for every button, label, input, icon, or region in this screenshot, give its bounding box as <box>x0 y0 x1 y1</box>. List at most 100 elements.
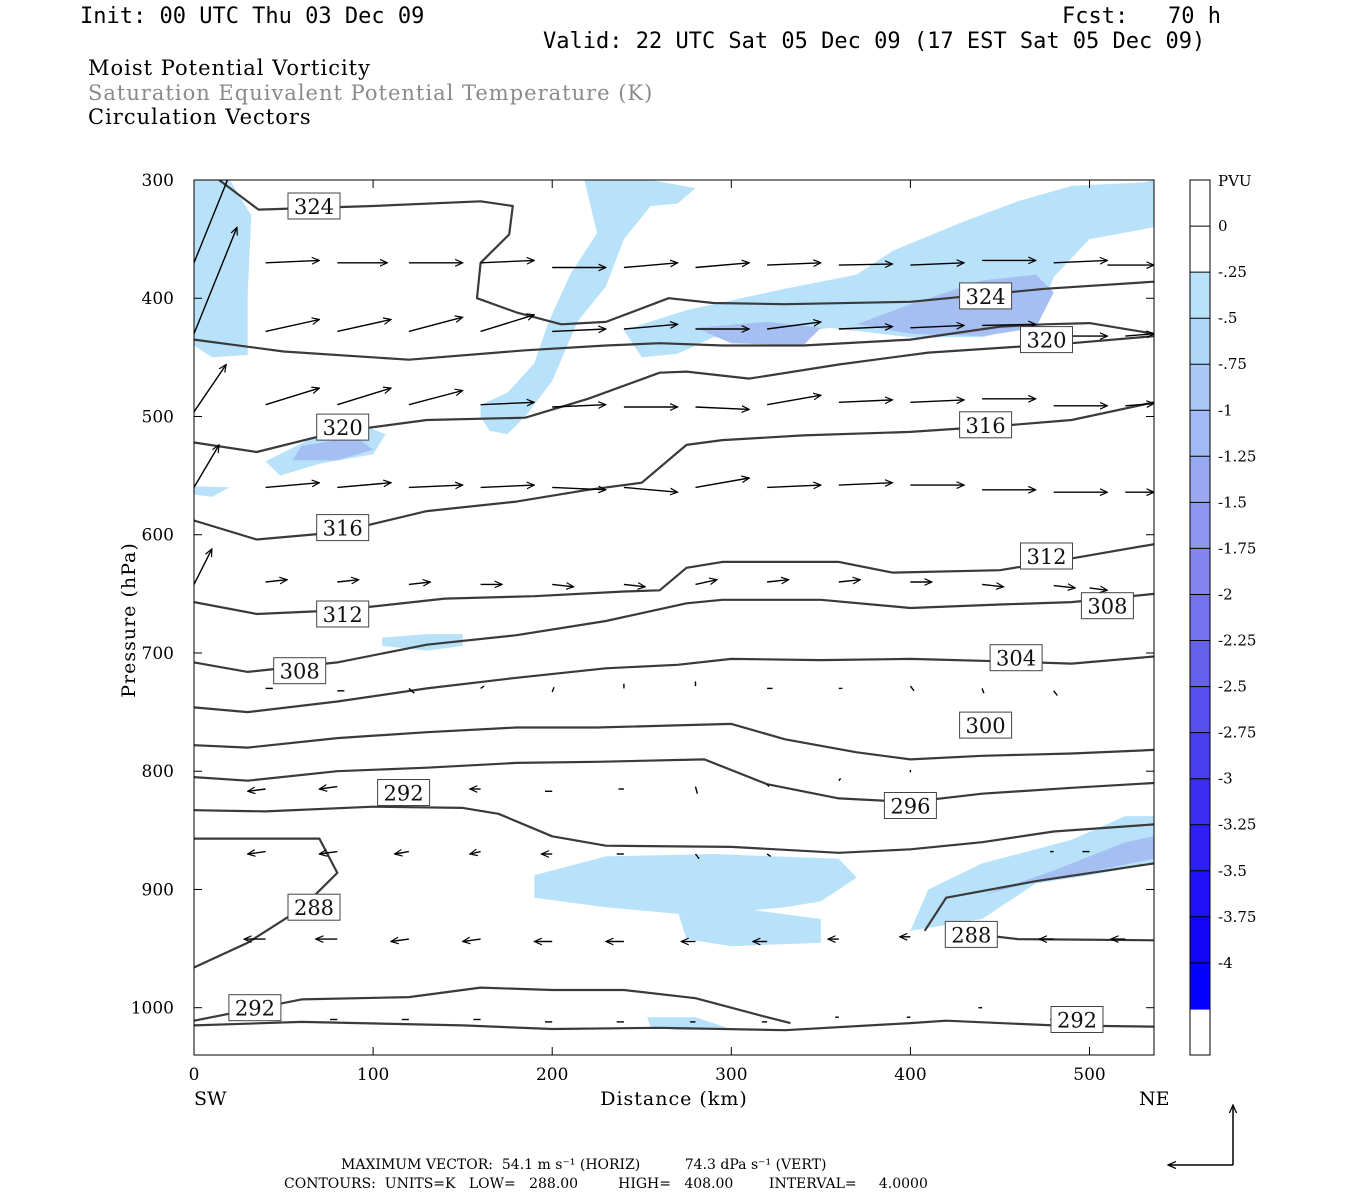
circulation-vector <box>552 487 606 489</box>
colorbar-swatch <box>1190 778 1210 826</box>
y-tick-label: 500 <box>142 407 174 427</box>
circulation-vector <box>408 687 415 694</box>
colorbar-label: -1.5 <box>1218 493 1247 511</box>
circulation-vector <box>623 584 645 586</box>
x-tick-label: 500 <box>1073 1065 1105 1085</box>
colorbar-label: -2.75 <box>1218 724 1256 742</box>
colorbar-swatch <box>1190 916 1210 964</box>
colorbar-label: -2.25 <box>1218 632 1256 650</box>
circulation-vector <box>623 324 678 330</box>
colorbar-label: -.25 <box>1218 263 1247 281</box>
colorbar-swatch <box>1190 502 1210 550</box>
sw-end-label: SW <box>194 1088 227 1110</box>
circulation-vector <box>1053 690 1058 696</box>
circulation-vector <box>408 391 463 406</box>
circulation-vector <box>194 445 219 488</box>
contour-label-text: 292 <box>384 782 424 806</box>
circulation-vector <box>982 324 1036 325</box>
ne-end-label: NE <box>1139 1088 1170 1110</box>
contour-label-text: 320 <box>1026 329 1066 353</box>
colorbar-label: -3.25 <box>1218 816 1256 834</box>
circulation-vector <box>248 852 266 854</box>
reference-vector-icon <box>1168 1105 1233 1165</box>
mpv-shade-core-1 <box>695 321 821 346</box>
circulation-vector <box>767 322 821 330</box>
contour-label-text: 292 <box>1057 1009 1097 1033</box>
x-tick-label: 100 <box>357 1065 389 1085</box>
circulation-vector <box>838 264 893 265</box>
mpv-shade-region-6 <box>534 854 857 916</box>
circulation-vector <box>838 400 893 402</box>
circulation-vector <box>480 260 535 262</box>
contour-label-312: 312 <box>316 600 370 628</box>
max-vector-note: MAXIMUM VECTOR: 54.1 m s⁻¹ (HORIZ) 74.3 … <box>341 1157 827 1173</box>
y-tick-label: 900 <box>142 880 174 900</box>
colorbar-swatch <box>1190 686 1210 734</box>
circulation-vector <box>1053 260 1108 262</box>
circulation-vector <box>623 486 678 492</box>
contour-label-text: 288 <box>951 923 991 947</box>
colorbar-swatch <box>1190 732 1210 780</box>
theta-contour-304-5 <box>194 592 1154 673</box>
y-tick-label: 600 <box>142 526 174 546</box>
theta-contour-292-14 <box>194 1019 1154 1032</box>
valid-time: Valid: 22 UTC Sat 05 Dec 09 (17 EST Sat … <box>543 29 1206 54</box>
colorbar-swatch <box>1190 318 1210 365</box>
contour-label-288: 288 <box>287 893 341 921</box>
circulation-vector <box>694 786 698 794</box>
contour-label-text: 320 <box>323 416 363 440</box>
contour-label-text: 312 <box>1026 545 1066 569</box>
circulation-vector <box>981 688 985 694</box>
y-axis-title: Pressure (hPa) <box>118 542 140 698</box>
theta-contour-324-0 <box>218 180 1154 326</box>
colorbar-label: -.75 <box>1218 355 1247 373</box>
circulation-vector <box>1053 586 1076 588</box>
colorbar-swatch <box>1190 548 1210 596</box>
colorbar-swatch <box>1190 640 1210 688</box>
circulation-vector <box>910 263 964 265</box>
circulation-vector <box>838 777 842 782</box>
contour-label-288: 288 <box>944 920 998 948</box>
circulation-vector <box>1089 588 1108 590</box>
circulation-vector <box>337 320 391 333</box>
forecast-hour: Fcst: 70 h <box>1062 4 1221 29</box>
colorbar-swatch <box>1190 870 1210 918</box>
circulation-vector <box>766 783 770 788</box>
circulation-vector <box>838 483 893 485</box>
circulation-vector <box>480 485 535 487</box>
circulation-vector <box>480 402 535 404</box>
circulation-vector <box>767 580 789 582</box>
circulation-vector <box>694 853 700 860</box>
y-tick-label: 800 <box>142 762 174 782</box>
circulation-vector <box>395 852 410 854</box>
colorbar-label: -1.25 <box>1218 447 1256 465</box>
circulation-vector <box>1125 404 1154 406</box>
contour-info: CONTOURS: UNITS=K LOW= 288.00 HIGH= 408.… <box>284 1176 928 1192</box>
contour-label-292: 292 <box>377 779 431 806</box>
colorbar-swatch <box>1190 456 1210 503</box>
colorbar-swatch <box>1190 410 1210 457</box>
circulation-vector <box>319 852 338 854</box>
circulation-vector <box>391 939 409 941</box>
circulation-vector <box>1125 334 1154 336</box>
contour-label-text: 308 <box>1087 595 1127 619</box>
y-tick-label: 700 <box>142 644 174 664</box>
circulation-vector <box>265 260 320 262</box>
circulation-vector <box>695 580 718 586</box>
theta-contour-320-1 <box>194 322 1154 361</box>
circulation-vector <box>695 478 750 489</box>
circulation-vector <box>909 685 915 692</box>
colorbar-label: -3.75 <box>1218 908 1256 926</box>
x-axis-title: Distance (km) <box>600 1088 748 1110</box>
contour-label-304: 304 <box>989 644 1043 672</box>
y-tick-label: 300 <box>142 171 174 191</box>
contour-label-324: 324 <box>959 282 1013 310</box>
circulation-vector <box>766 853 772 857</box>
contour-label-text: 312 <box>323 603 363 627</box>
theta-contour-284-10 <box>194 837 339 969</box>
circulation-vector <box>337 388 391 406</box>
circulation-vector <box>838 580 861 582</box>
circulation-vector <box>194 227 237 334</box>
colorbar-swatch <box>1190 824 1210 872</box>
